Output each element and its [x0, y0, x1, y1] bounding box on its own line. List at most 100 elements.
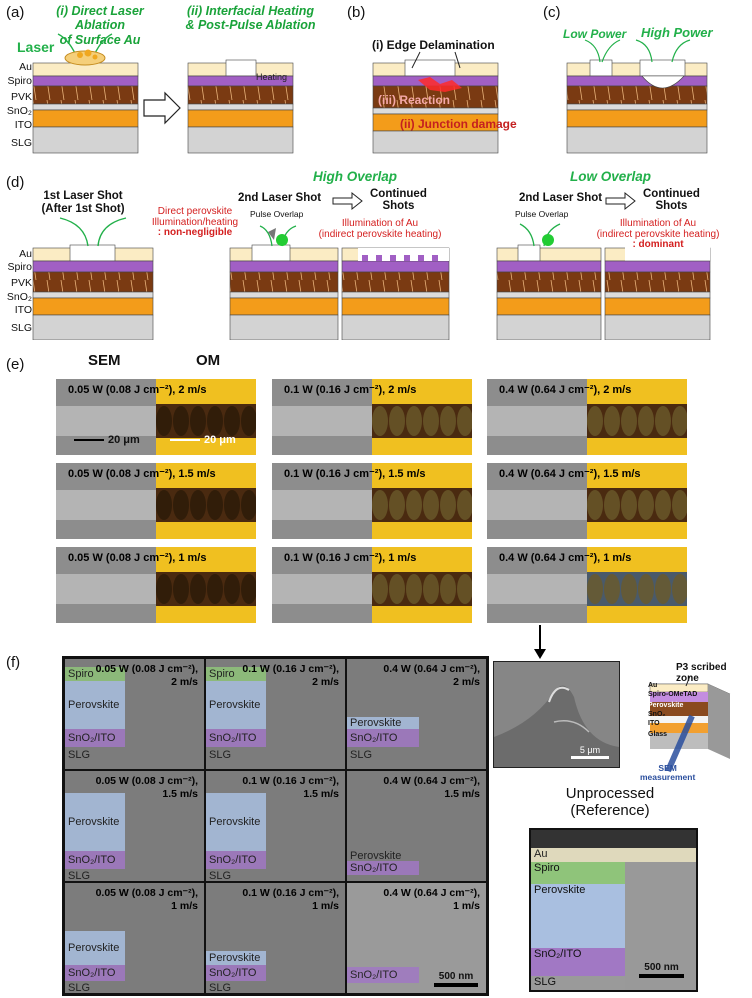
- f-band-sno2ito: SnO₂/ITO: [347, 729, 419, 747]
- f-condition-speed: 2 m/s: [453, 676, 480, 689]
- f-condition-label: 0.1 W (0.16 J cm⁻²), 2 m/s: [242, 663, 339, 689]
- f-sem-cell: Spiro Perovskite SnO₂/ITO SLG 0.05 W (0.08 J…: [64, 658, 205, 770]
- e-sem-image: [487, 379, 587, 455]
- laser-label: Laser: [17, 39, 55, 55]
- stack-3d-svg: [649, 676, 731, 773]
- d-label-sno2: SnO₂: [6, 291, 32, 303]
- f-band-sno2ito: SnO₂/ITO: [65, 965, 125, 981]
- stack-d-high-1: [229, 225, 339, 340]
- f-band-slg: SLG: [209, 749, 232, 761]
- panel-f-grid: Spiro Perovskite SnO₂/ITO SLG 0.05 W (0.08 J…: [62, 656, 489, 996]
- illum-au-note-low: Illumination of Au (indirect perovskite …: [578, 218, 738, 251]
- stack-d-low-1: [496, 223, 602, 340]
- f-band-slg: SLG: [209, 982, 232, 994]
- stack3d-sno2: SnO₂: [648, 710, 666, 718]
- ref-band-au: Au: [531, 848, 696, 862]
- sem-meas-line1: SEM: [658, 763, 677, 773]
- e-sem-image: [487, 547, 587, 623]
- continued-shots-low: Continued Shots: [643, 188, 700, 212]
- sem-heading: SEM: [88, 352, 121, 369]
- panel-label-a: (a): [6, 4, 25, 21]
- f-condition-power: 0.1 W (0.16 J cm⁻²),: [242, 663, 339, 675]
- f-condition-label: 0.1 W (0.16 J cm⁻²), 1.5 m/s: [242, 775, 339, 801]
- e-condition-label: 0.4 W (0.64 J cm⁻²), 1.5 m/s: [499, 468, 641, 480]
- e-sem-image: [56, 547, 156, 623]
- p3-label: P3 scribed zone: [676, 662, 727, 684]
- f-band-sno2ito: SnO₂/ITO: [65, 729, 125, 747]
- sem-meas-line2: measurement: [640, 772, 696, 783]
- stack3d-au: Au: [648, 682, 658, 689]
- junction-damage-label: (ii) Junction damage: [400, 117, 517, 131]
- d-label-ito: ITO: [14, 304, 32, 316]
- f-sem-cell: Perovskite SnO₂/ITO SLG 0.1 W (0.16 J cm⁻²)…: [205, 770, 346, 882]
- f-band-perovskite: Perovskite: [65, 681, 125, 729]
- continued-low-line2: Shots: [655, 200, 688, 213]
- illum-au-note-high: Illumination of Au (indirect perovskite …: [300, 218, 460, 240]
- d-label-spiro: Spiro: [7, 261, 32, 273]
- step-i-line2: of Surface Au: [59, 32, 141, 47]
- continued-shots-high: Continued Shots: [370, 188, 427, 212]
- e-om-image: [156, 547, 256, 623]
- f-condition-power: 0.4 W (0.64 J cm⁻²),: [383, 775, 480, 787]
- layer-label-spiro: Spiro: [7, 75, 32, 87]
- zoom-sem-texture: [494, 662, 619, 767]
- f-condition-power: 0.1 W (0.16 J cm⁻²),: [242, 887, 339, 899]
- ref-scale-line: [639, 974, 684, 978]
- e-sem-image: [487, 463, 587, 539]
- unprocessed-label: Unprocessed: [565, 785, 655, 802]
- e-om-image: [372, 547, 472, 623]
- pulse-overlap-label-high: Pulse Overlap: [250, 209, 304, 219]
- d-label-pvk: PVK: [10, 277, 32, 289]
- dominant-label: : dominant: [632, 239, 684, 250]
- first-shot-line2: (After 1st Shot): [41, 203, 125, 216]
- f-band-slg: SLG: [68, 870, 91, 882]
- f-scale-line: [434, 983, 478, 987]
- stack-d-high-2: [341, 247, 450, 340]
- panel-label-d: (d): [6, 174, 25, 191]
- ref-top-dark: [531, 830, 696, 848]
- first-shot-caption: 1st Laser Shot (After 1st Shot): [38, 190, 128, 216]
- panel-label-b: (b): [347, 4, 366, 21]
- om-heading: OM: [196, 352, 221, 369]
- ref-scalebar: 500 nm: [639, 962, 684, 978]
- e-condition-label: 0.05 W (0.08 J cm⁻²), 1 m/s: [68, 552, 207, 564]
- panel-label-f: (f): [6, 654, 21, 671]
- zoom-sem-image: 5 μm: [493, 661, 620, 768]
- f-band-perovskite: Perovskite: [206, 681, 266, 729]
- f-condition-label: 0.4 W (0.64 J cm⁻²), 2 m/s: [383, 663, 480, 689]
- zoom-arrow: [534, 625, 546, 659]
- e-om-image: [156, 379, 256, 455]
- ref-band-perovskite: Perovskite: [531, 884, 626, 948]
- f-band-sno2ito: SnO₂/ITO: [347, 861, 419, 875]
- e-sem-scale-text: 20 μm: [108, 434, 140, 446]
- illum-au-low-line2: (indirect perovskite heating): [596, 228, 720, 240]
- zoom-scalebar: 5 μm: [571, 745, 609, 759]
- continued-high-line2: Shots: [382, 200, 415, 213]
- illum-au-high-line1: Illumination of Au: [341, 218, 419, 229]
- step-ii-line1: (ii) Interfacial Heating: [186, 4, 315, 18]
- f-sem-cell: Perovskite SnO₂/ITO SLG 0.05 W (0.08 J cm⁻²…: [64, 882, 205, 994]
- e-om-image: [587, 463, 687, 539]
- layer-label-pvk: PVK: [10, 91, 32, 103]
- f-band-slg: SLG: [350, 749, 373, 761]
- f-condition-speed: 1.5 m/s: [303, 788, 339, 801]
- e-sem-image: [272, 547, 372, 623]
- f-band-slg: SLG: [68, 749, 91, 761]
- f-band-spiro: Spiro: [206, 667, 266, 681]
- f-band-slg: SLG: [209, 870, 232, 882]
- schematics-svg: [32, 33, 711, 340]
- f-sem-cell: Perovskite SnO₂/ITO 0.4 W (0.64 J cm⁻²), 1.…: [346, 770, 487, 882]
- stack3d-glass: Glass: [648, 730, 668, 738]
- f-sem-cell: Spiro Perovskite SnO₂/ITO SLG 0.1 W (0.16 J …: [205, 658, 346, 770]
- direct-perovskite-line2: Illumination/heating: [151, 216, 239, 228]
- f-sem-cell: SnO₂/ITO 0.4 W (0.64 J cm⁻²), 1 m/s 500 nm: [346, 882, 487, 994]
- stack-b: [372, 51, 499, 154]
- stack-d-first: [32, 217, 154, 340]
- f-band-perovskite: Perovskite: [206, 793, 266, 851]
- first-shot-line1: 1st Laser Shot: [43, 190, 123, 202]
- sem-measurement-label: SEM measurement: [640, 763, 696, 783]
- f-condition-speed: 1 m/s: [312, 900, 339, 913]
- e-om-scale-text: 20 μm: [204, 434, 236, 446]
- f-condition-label: 0.05 W (0.08 J cm⁻²), 2 m/s: [96, 663, 198, 689]
